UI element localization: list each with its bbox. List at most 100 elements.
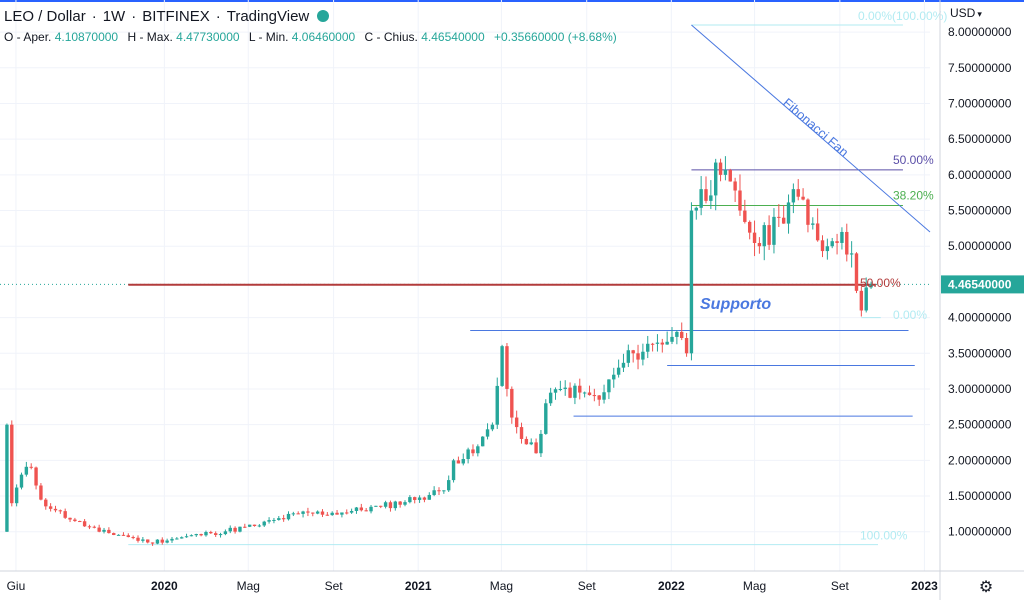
candle-body [597, 395, 601, 400]
candle-body [141, 539, 145, 541]
candle-body [747, 221, 752, 233]
candle-body [92, 526, 97, 528]
candle-body [791, 189, 796, 203]
candle-body [510, 388, 514, 418]
candle-body [359, 507, 364, 511]
candle-body [247, 524, 252, 527]
candle-body [267, 520, 271, 522]
candle-body [354, 507, 359, 511]
candle-body [5, 424, 9, 532]
high-label: H - Max. [127, 30, 173, 44]
x-tick-label: Giu [7, 579, 26, 593]
candle-body [19, 474, 24, 488]
candle-body [48, 506, 53, 509]
candle-body [364, 510, 368, 512]
candle-body [738, 190, 742, 211]
x-tick-label: 2022 [658, 579, 685, 593]
candle-body [505, 346, 509, 389]
candle-body [675, 331, 679, 337]
market-status-dot-icon[interactable] [317, 10, 330, 22]
gear-icon[interactable]: ⚙ [978, 579, 994, 596]
legend-separator: · [215, 7, 221, 25]
candle-body [107, 529, 111, 534]
candle-body [723, 169, 728, 175]
candle-body [781, 217, 786, 224]
candle-body [466, 449, 470, 460]
legend-separator: · [131, 7, 137, 25]
x-tick-label: Mag [237, 579, 260, 593]
fibonacci-fan-line[interactable] [691, 24, 931, 233]
candle-body [830, 241, 834, 247]
candle-body [199, 534, 203, 536]
currency-selector[interactable]: USD ▾ [950, 6, 982, 20]
candle-body [447, 480, 451, 491]
x-tick-label: Set [578, 579, 597, 593]
candle-body [859, 290, 864, 311]
candle-body [786, 202, 791, 224]
candle-body [160, 539, 164, 543]
candle-body [694, 207, 698, 211]
candle-body [680, 331, 684, 339]
candle-body [485, 429, 490, 437]
x-tick-label: Set [325, 579, 344, 593]
candle-body [218, 534, 223, 536]
fib-bottom-label: 100.00% [860, 529, 908, 543]
fibonacci-fan-label[interactable]: Fibonacci Fan [780, 95, 852, 160]
candle-body [524, 438, 529, 445]
candle-body [529, 442, 533, 445]
candle-body [68, 517, 72, 520]
last-price-badge[interactable] [941, 275, 1024, 294]
candle-body [437, 490, 441, 492]
candle-body [24, 466, 29, 475]
y-tick-label: 3.00000000 [948, 382, 1012, 396]
candle-body [408, 497, 412, 503]
open-value: 4.10870000 [54, 30, 119, 44]
supporto-label[interactable]: Supporto [700, 296, 771, 313]
candle-body [374, 505, 378, 507]
y-tick-label: 8.00000000 [948, 25, 1012, 39]
candle-body [650, 343, 655, 345]
y-tick-label: 5.50000000 [948, 204, 1012, 218]
interval-label[interactable]: 1W [102, 7, 126, 25]
candle-body [330, 512, 334, 516]
candle-body [277, 518, 281, 520]
candle-body [116, 534, 121, 536]
candle-body [369, 506, 373, 512]
candle-body [286, 513, 291, 520]
candle-body [175, 538, 179, 540]
y-tick-label: 3.50000000 [948, 346, 1012, 360]
candle-body [58, 510, 63, 512]
candle-body [558, 388, 563, 390]
y-tick-label: 6.00000000 [948, 168, 1012, 182]
currency-label: USD [950, 6, 976, 20]
y-tick-label: 2.00000000 [948, 453, 1012, 467]
candle-body [82, 521, 87, 527]
candle-body [451, 460, 456, 481]
legend-separator: · [91, 7, 97, 25]
change-value: +0.35660000 (+8.68%) [493, 30, 617, 44]
symbol-name[interactable]: LEO / Dollar [4, 7, 86, 25]
candle-body [73, 519, 77, 522]
candle-body [136, 537, 140, 541]
candle-body [189, 535, 194, 537]
candle-body [840, 231, 844, 243]
high-value: 4.47730000 [176, 30, 240, 44]
candle-body [10, 424, 14, 504]
candle-body [53, 508, 58, 511]
candle-body [403, 502, 407, 505]
candle-body [170, 538, 174, 541]
candle-body [660, 342, 665, 345]
candle-body [534, 442, 538, 454]
candle-body [393, 501, 398, 509]
candle-body [553, 389, 558, 393]
candle-body [340, 512, 344, 515]
candle-body [272, 519, 276, 521]
candle-body [34, 467, 38, 486]
fib-fan-382-label: 38.20% [893, 189, 934, 203]
candle-body [835, 241, 839, 243]
candle-body [869, 284, 873, 288]
candle-body [388, 502, 393, 509]
candle-body [461, 459, 465, 464]
candle-body [607, 379, 611, 393]
